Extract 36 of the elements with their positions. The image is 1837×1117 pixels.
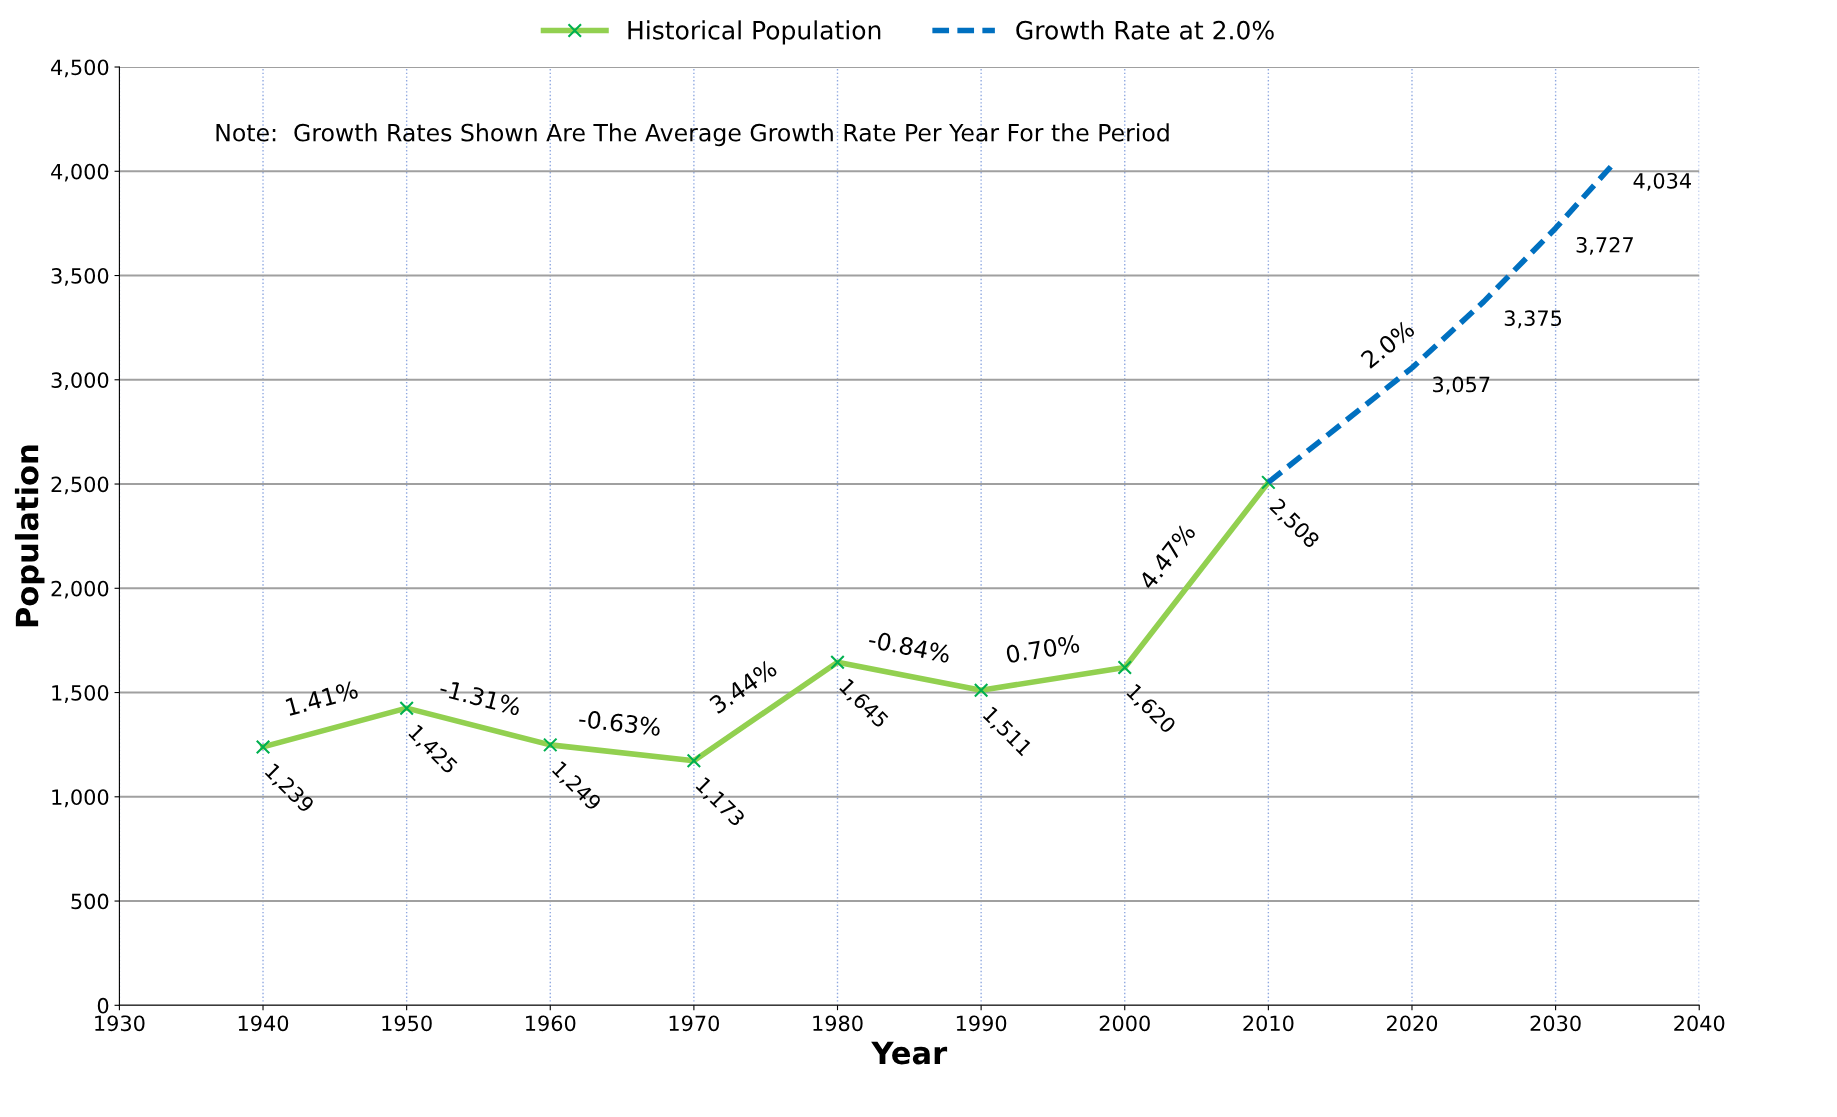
x-tick-label: 1930 — [95, 1015, 145, 1032]
annotation: 1.41% — [285, 680, 359, 717]
x-tick-label: 2000 — [1099, 1015, 1150, 1032]
x-axis-title: Year — [871, 1041, 948, 1065]
legend-label: Historical Population — [628, 20, 881, 45]
x-tick-label: 1980 — [813, 1015, 863, 1032]
x-tick-label: 1970 — [669, 1015, 720, 1032]
x-tick-label: 2030 — [1530, 1015, 1581, 1032]
data-label: 3,727 — [1576, 236, 1633, 255]
y-tick-label: 3,000 — [51, 372, 109, 391]
data-label: 4,034 — [1633, 172, 1691, 191]
annotation: 0.70% — [1005, 634, 1080, 664]
y-tick-label: 1,000 — [52, 789, 109, 808]
x-tick-label: 2020 — [1387, 1015, 1438, 1032]
y-tick-label: 4,500 — [51, 59, 109, 78]
y-tick-label: 500 — [71, 893, 109, 910]
data-label: 3,375 — [1504, 310, 1562, 329]
y-tick-label: 2,000 — [51, 580, 109, 599]
y-tick-label: 3,500 — [51, 267, 109, 286]
x-tick-label: 1940 — [238, 1015, 289, 1032]
x-tick-label: 1990 — [956, 1015, 1007, 1032]
x-tick-label: 2040 — [1674, 1015, 1725, 1032]
x-tick-label: 1960 — [526, 1015, 576, 1032]
y-tick-label: 2,500 — [51, 476, 109, 495]
y-axis-title: Population — [14, 445, 45, 627]
annotation: Note: Growth Rates Shown Are The Average Growth Rate Per Year For the Period — [216, 123, 1169, 147]
annotation: -0.84% — [867, 630, 951, 664]
y-tick-label: 0 — [97, 997, 109, 1014]
x-tick-label: 1950 — [382, 1015, 432, 1032]
legend-label: Growth Rate at 2.0% — [1016, 20, 1274, 40]
x-tick-label: 2010 — [1243, 1015, 1294, 1032]
y-tick-label: 1,500 — [52, 684, 109, 703]
annotation: -0.63% — [578, 709, 662, 737]
data-label: 3,057 — [1433, 376, 1490, 395]
y-tick-label: 4,000 — [51, 163, 109, 182]
annotation: -1.31% — [438, 678, 522, 716]
